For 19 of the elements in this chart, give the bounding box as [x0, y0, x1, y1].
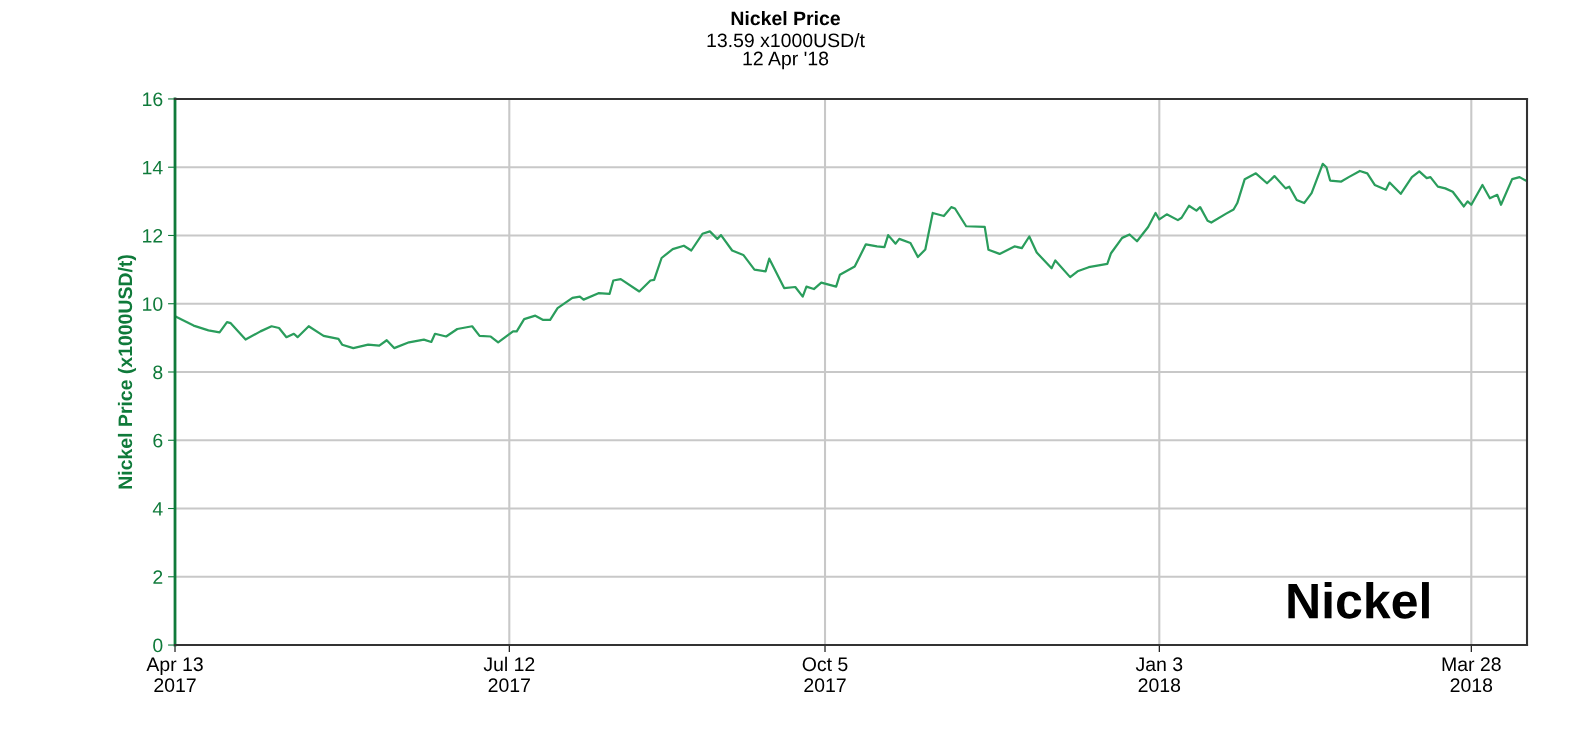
annotation: Nickel — [1288, 582, 1429, 619]
x-tick-label: Mar 28 2018 — [1442, 657, 1501, 693]
x-tick-label: Jul 12 2017 — [483, 656, 535, 693]
chart-title: Nickel Price — [731, 10, 840, 26]
y-tick-label: 8 — [153, 365, 163, 380]
y-tick-label: 14 — [143, 160, 163, 175]
y-tick-label: 0 — [153, 638, 163, 653]
y-tick-label: 16 — [143, 92, 163, 107]
y-tick-label: 4 — [152, 502, 163, 516]
y-tick-label: 12 — [143, 228, 163, 243]
y-tick-label: 6 — [153, 433, 163, 448]
chart-subtitle: 13.59 x1000USD/t 12 Apr '18 — [707, 32, 865, 70]
y-tick-label: 10 — [143, 297, 163, 311]
x-tick-label: Oct 5 2017 — [802, 657, 848, 693]
line-series — [175, 162, 1528, 350]
x-tick-label: Jan 3 2018 — [1135, 657, 1183, 693]
x-tick-label: Apr 13 2017 — [146, 657, 203, 693]
y-axis-title: Nickel Price (x1000USD/t) — [117, 255, 137, 489]
y-tick-label: 2 — [153, 570, 163, 584]
